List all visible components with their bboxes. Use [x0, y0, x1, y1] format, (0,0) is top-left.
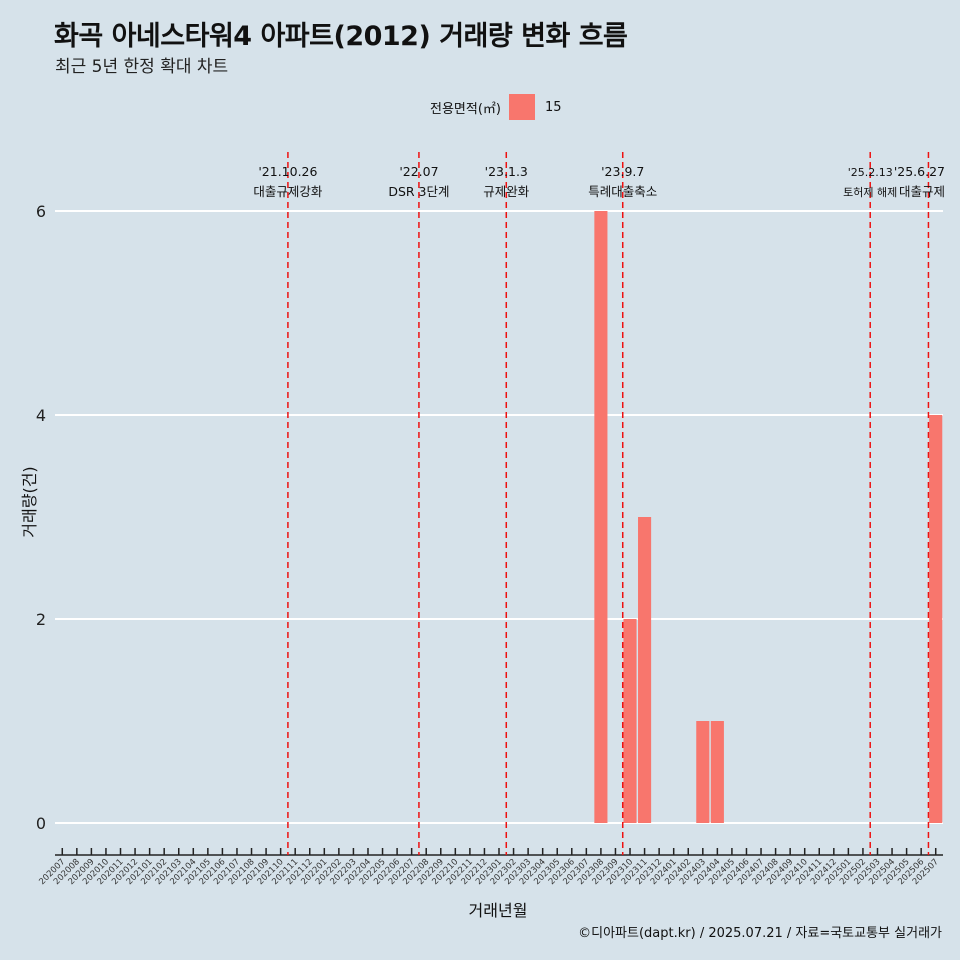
y-tick-label: 0	[36, 814, 46, 833]
legend-item-label: 15	[544, 99, 562, 115]
legend-swatch	[508, 94, 535, 120]
event-name-label: 대출규제	[899, 184, 945, 199]
event-date-label: '23.1.3	[485, 164, 528, 179]
chart-subtitle: 최근 5년 한정 확대 차트	[55, 57, 229, 77]
event-date-label: '23.9.7	[601, 164, 644, 179]
bar	[710, 721, 724, 823]
legend-title: 전용면적(㎡)	[430, 101, 501, 117]
bar	[623, 619, 637, 823]
event-date-label: '22.07	[399, 164, 438, 179]
event-name-label: 특례대출축소	[588, 184, 657, 199]
y-tick-label: 6	[36, 202, 46, 221]
bar	[929, 415, 943, 823]
event-date-label: '25.6.27	[894, 164, 945, 179]
event-name-label: 대출규제강화	[253, 184, 323, 199]
event-name-label: 규제완화	[483, 184, 530, 199]
x-axis-label: 거래년월	[468, 901, 528, 920]
source-caption: ©디아파트(dapt.kr) / 2025.07.21 / 자료=국토교통부 실…	[578, 926, 942, 941]
event-date-label: '25.2.13	[848, 166, 893, 179]
event-date-label: '21.10.26	[258, 164, 317, 179]
event-name-label: DSR 3단계	[388, 184, 449, 199]
y-tick-label: 2	[36, 610, 46, 629]
event-name-label: 토허제 해제	[843, 185, 897, 199]
legend: 전용면적(㎡) 15	[430, 94, 562, 120]
bar	[594, 211, 608, 823]
y-tick-label: 4	[36, 406, 46, 425]
chart-title: 화곡 아네스타워4 아파트(2012) 거래량 변화 흐름	[54, 21, 628, 52]
bar	[696, 721, 710, 823]
y-axis-label: 거래량(건)	[20, 466, 39, 538]
bar	[638, 517, 652, 823]
